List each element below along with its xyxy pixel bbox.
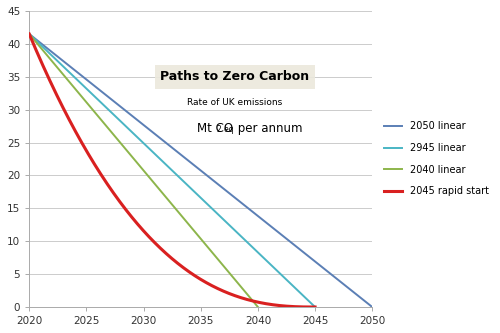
- Text: Rate of UK emissions: Rate of UK emissions: [188, 98, 282, 107]
- Text: 2 eq: 2 eq: [216, 125, 234, 134]
- Text: Paths to Zero Carbon: Paths to Zero Carbon: [160, 70, 310, 83]
- Text: per annum: per annum: [234, 122, 303, 135]
- Legend: 2050 linear, 2945 linear, 2040 linear, 2045 rapid start: 2050 linear, 2945 linear, 2040 linear, 2…: [380, 118, 492, 200]
- Text: Mt CO: Mt CO: [197, 122, 234, 135]
